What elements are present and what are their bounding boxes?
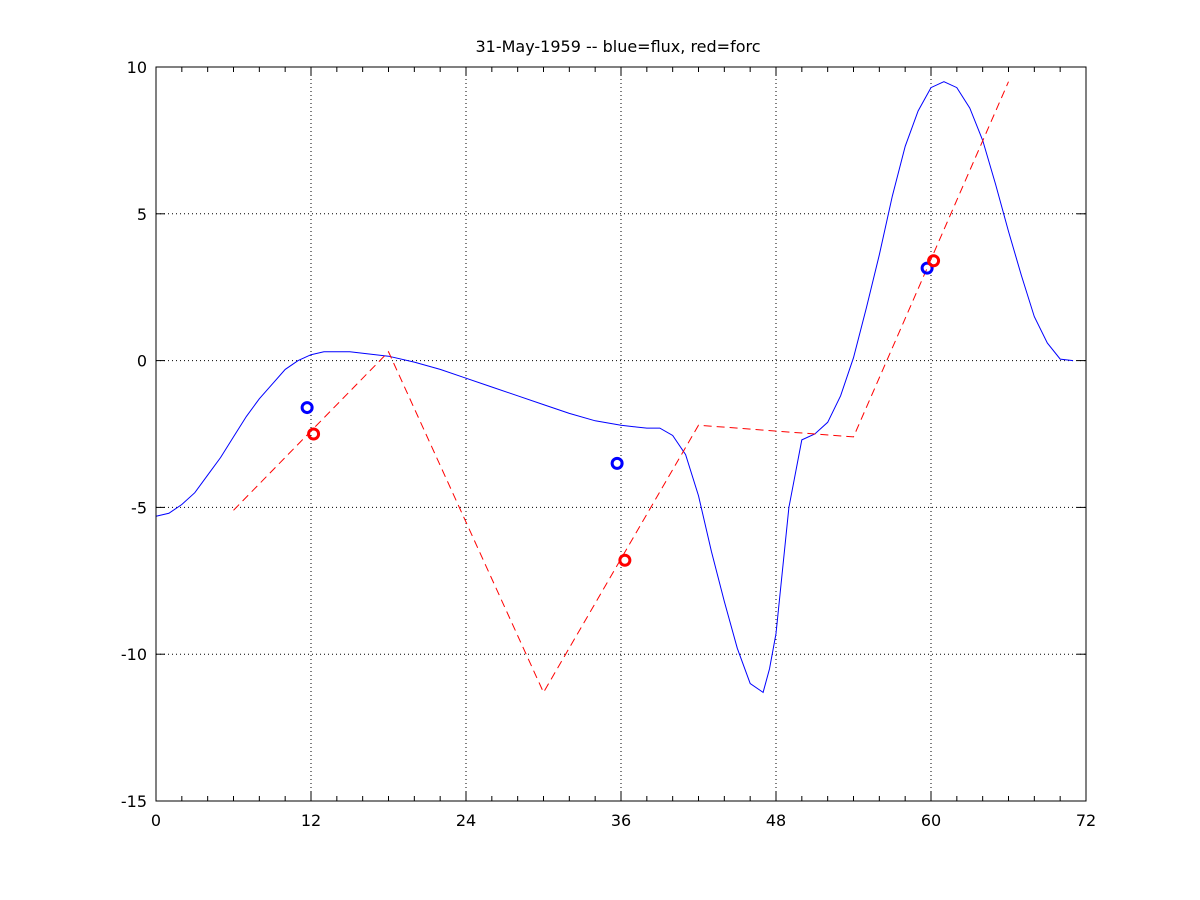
data-point-marker-3 [610, 456, 624, 470]
x-tick-label: 60 [921, 811, 941, 830]
x-tick-label: 12 [301, 811, 321, 830]
y-tick-labels: -15 -10 -5 0 5 10 [121, 58, 147, 811]
data-point-marker-1 [300, 401, 314, 415]
y-tick-label: -15 [121, 792, 147, 811]
axis-ticks [155, 66, 1087, 802]
y-tick-label: 10 [127, 58, 147, 77]
y-tick-label: 5 [137, 205, 147, 224]
x-tick-label: 48 [766, 811, 786, 830]
series-layer [155, 81, 1074, 694]
y-tick-label: -10 [121, 645, 147, 664]
x-tick-label: 0 [151, 811, 161, 830]
x-tick-label: 72 [1076, 811, 1096, 830]
x-tick-label: 24 [456, 811, 476, 830]
chart-title: 31-May-1959 -- blue=flux, red=forc [475, 37, 760, 56]
series-line-2 [233, 81, 1009, 694]
marker-layer [300, 254, 941, 567]
y-tick-label: 0 [137, 352, 147, 371]
plot-frame [155, 66, 1087, 802]
x-tick-labels: 0 12 24 36 48 60 72 [151, 811, 1096, 830]
data-point-marker-4 [618, 553, 632, 567]
series-line-1 [155, 81, 1074, 694]
data-point-marker-6 [927, 254, 941, 268]
x-tick-label: 36 [611, 811, 631, 830]
y-tick-label: -5 [131, 498, 147, 517]
data-point-marker-2 [307, 427, 321, 441]
data-point-marker-5 [920, 261, 934, 275]
grid [156, 67, 1086, 801]
